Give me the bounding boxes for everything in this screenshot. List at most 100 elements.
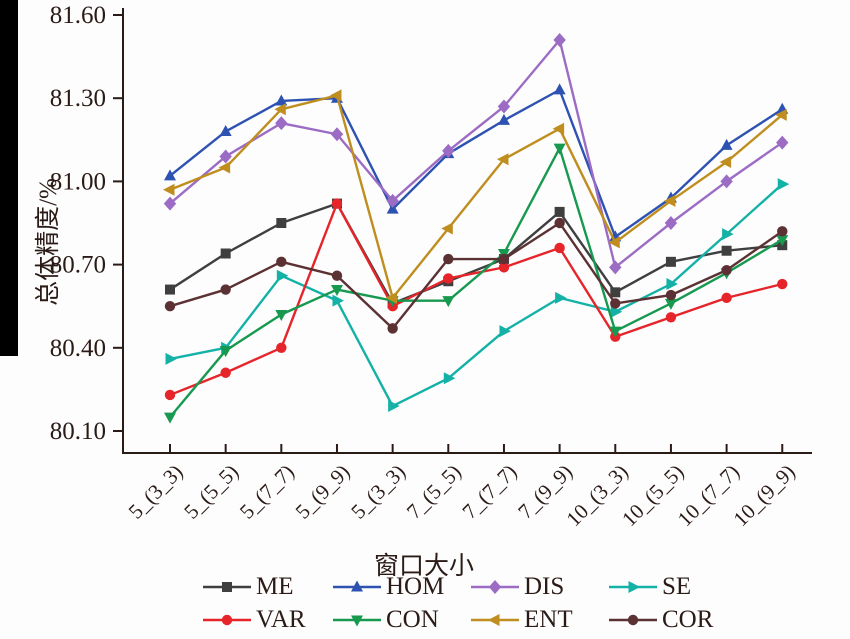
data-point-HOM <box>553 83 566 95</box>
y-axis-title: 总体精度/% <box>35 178 62 306</box>
data-point-SE <box>722 228 734 241</box>
data-point-HOM <box>720 138 733 150</box>
data-point-DIS <box>720 174 733 189</box>
data-point-VAR <box>443 273 454 284</box>
legend-marker <box>351 580 363 592</box>
data-point-DIS <box>386 193 399 208</box>
x-tick-label: 5_(9_9) <box>291 460 355 524</box>
data-point-ENT <box>163 183 175 196</box>
left-redaction-bar <box>0 0 18 356</box>
legend-item-VAR: VAR <box>202 606 306 634</box>
data-point-ENT <box>496 153 509 166</box>
data-point-ME <box>665 256 676 267</box>
legend-item-CON: CON <box>332 606 439 634</box>
legend-marker <box>221 614 233 626</box>
data-point-DIS <box>330 127 344 142</box>
legend-label: SE <box>662 573 692 600</box>
data-point-SE <box>332 294 344 307</box>
data-point-ME <box>276 217 287 228</box>
series-line-ME <box>169 202 783 305</box>
data-point-SE <box>777 178 790 191</box>
series-line-HOM <box>169 88 783 239</box>
y-tick-label: 81.00 <box>50 168 106 195</box>
series-SE <box>165 178 790 413</box>
data-point-DIS <box>609 260 622 275</box>
legend-marker-circle-icon <box>203 614 251 626</box>
data-point-VAR <box>331 198 343 209</box>
data-point-VAR <box>498 262 510 273</box>
data-point-DIS <box>219 149 232 164</box>
data-point-COR <box>276 256 287 268</box>
data-point-DIS <box>776 135 789 150</box>
data-point-SE <box>388 400 400 413</box>
x-axis-title: 窗口大小 <box>373 553 475 580</box>
x-tick-label: 5_(7_7) <box>235 460 299 524</box>
data-point-COR <box>554 217 565 229</box>
data-point-VAR <box>554 242 565 254</box>
data-point-VAR <box>721 292 732 304</box>
x-tick-label: 7_(5_5) <box>402 460 466 524</box>
series-VAR <box>164 198 788 401</box>
data-point-COR <box>443 253 454 265</box>
data-point-ME <box>165 284 175 295</box>
data-point-CON <box>442 296 455 308</box>
legend-marker <box>628 581 640 593</box>
data-point-VAR <box>276 342 287 353</box>
legend-marker <box>627 614 639 626</box>
data-point-ME <box>220 248 231 259</box>
data-point-COR <box>610 298 621 309</box>
data-point-HOM <box>164 169 176 181</box>
data-point-HOM <box>219 124 232 136</box>
data-point-COR <box>665 289 677 301</box>
legend-marker-circle-icon <box>609 614 657 626</box>
legend-label: COR <box>662 606 714 633</box>
data-point-ENT <box>608 236 620 249</box>
data-point-VAR <box>665 312 677 323</box>
data-point-SE <box>165 352 177 365</box>
legend-marker <box>488 614 500 626</box>
data-point-DIS <box>497 99 511 114</box>
data-point-ENT <box>719 155 732 168</box>
data-point-DIS <box>163 196 177 211</box>
legend-marker-square-icon <box>203 582 251 592</box>
x-tick-label: 10_(9_9) <box>728 460 799 531</box>
data-point-ME <box>554 206 565 217</box>
x-tick-label: 5_(3_3) <box>124 460 188 524</box>
legend-marker-triangle-down-icon <box>333 615 381 627</box>
data-point-COR <box>164 300 176 312</box>
y-tick-label: 80.10 <box>50 418 106 445</box>
data-point-CON <box>776 235 789 247</box>
data-point-ENT <box>218 161 231 174</box>
data-point-CON <box>275 310 288 322</box>
data-point-SE <box>555 291 567 304</box>
data-point-CON <box>330 285 343 297</box>
y-tick-label: 81.30 <box>50 85 106 112</box>
legend-item-HOM: HOM <box>332 573 444 601</box>
data-point-ENT <box>274 103 286 116</box>
legend-item-COR: COR <box>608 606 713 634</box>
legend-label: ME <box>256 573 294 600</box>
legend-marker <box>222 582 232 592</box>
legend-label: VAR <box>256 606 306 633</box>
data-point-ENT <box>385 291 398 304</box>
data-point-SE <box>666 278 678 291</box>
data-point-DIS <box>275 116 288 131</box>
data-point-COR <box>777 226 788 237</box>
legend-item-ME: ME <box>202 573 294 601</box>
series-COR <box>164 217 788 334</box>
data-point-CON <box>609 326 622 338</box>
series-line-ENT <box>169 94 784 300</box>
data-point-DIS <box>553 32 566 47</box>
data-point-ENT <box>441 222 453 235</box>
data-point-SE <box>499 325 511 338</box>
legend-marker-triangle-left-icon <box>471 614 519 626</box>
data-point-ME <box>721 245 732 256</box>
series-line-DIS <box>169 38 783 269</box>
legend-item-DIS: DIS <box>470 573 564 601</box>
series-DIS <box>163 32 789 275</box>
data-point-VAR <box>220 367 231 378</box>
legend-label: ENT <box>524 606 573 633</box>
data-point-VAR <box>164 389 176 401</box>
